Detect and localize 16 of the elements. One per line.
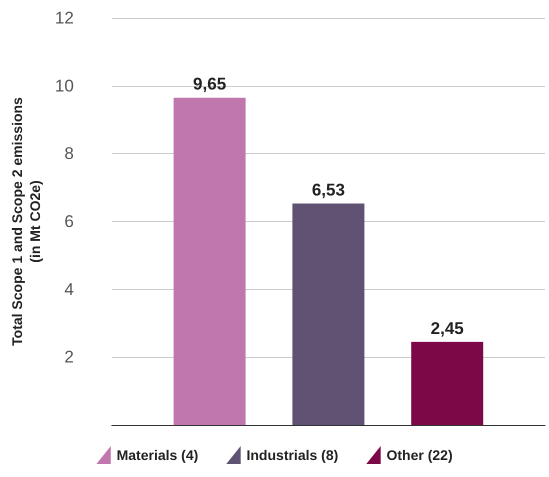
y-tick-label: 8: [64, 144, 74, 164]
legend-label: Other (22): [386, 447, 453, 463]
y-tick-label: 4: [64, 280, 74, 299]
data-label: 9,65: [193, 74, 226, 94]
y-tick-label: 12: [54, 8, 74, 28]
y-tick-label: 6: [64, 212, 74, 231]
y-axis-title: Total Scope 1 and Scope 2 emissions (in Mt CO2e): [9, 96, 43, 346]
data-label: 2,45: [430, 318, 464, 338]
y-tick-label: 2: [64, 348, 74, 367]
bar: [174, 98, 246, 425]
bar: [292, 204, 364, 425]
legend-label: Materials (4): [116, 447, 198, 463]
y-tick-label: 10: [54, 76, 74, 96]
legend-label: Industrials (8): [246, 447, 338, 463]
data-label: 6,53: [312, 180, 345, 200]
bar: [411, 342, 484, 425]
